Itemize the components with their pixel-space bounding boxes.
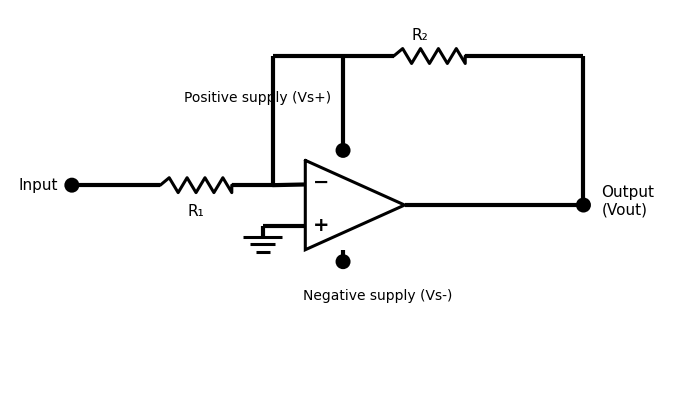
Text: Negative supply (Vs-): Negative supply (Vs-) (303, 289, 452, 304)
Circle shape (337, 256, 349, 268)
Circle shape (337, 144, 349, 156)
Text: Input: Input (18, 178, 58, 193)
Circle shape (66, 179, 78, 191)
Text: +: + (313, 216, 330, 235)
Text: R₂: R₂ (411, 28, 428, 43)
Text: Positive supply (Vs+): Positive supply (Vs+) (184, 91, 331, 105)
Text: Output
(Vout): Output (Vout) (601, 185, 654, 217)
Text: −: − (313, 173, 330, 192)
Text: R₁: R₁ (188, 204, 204, 219)
Circle shape (578, 199, 589, 211)
